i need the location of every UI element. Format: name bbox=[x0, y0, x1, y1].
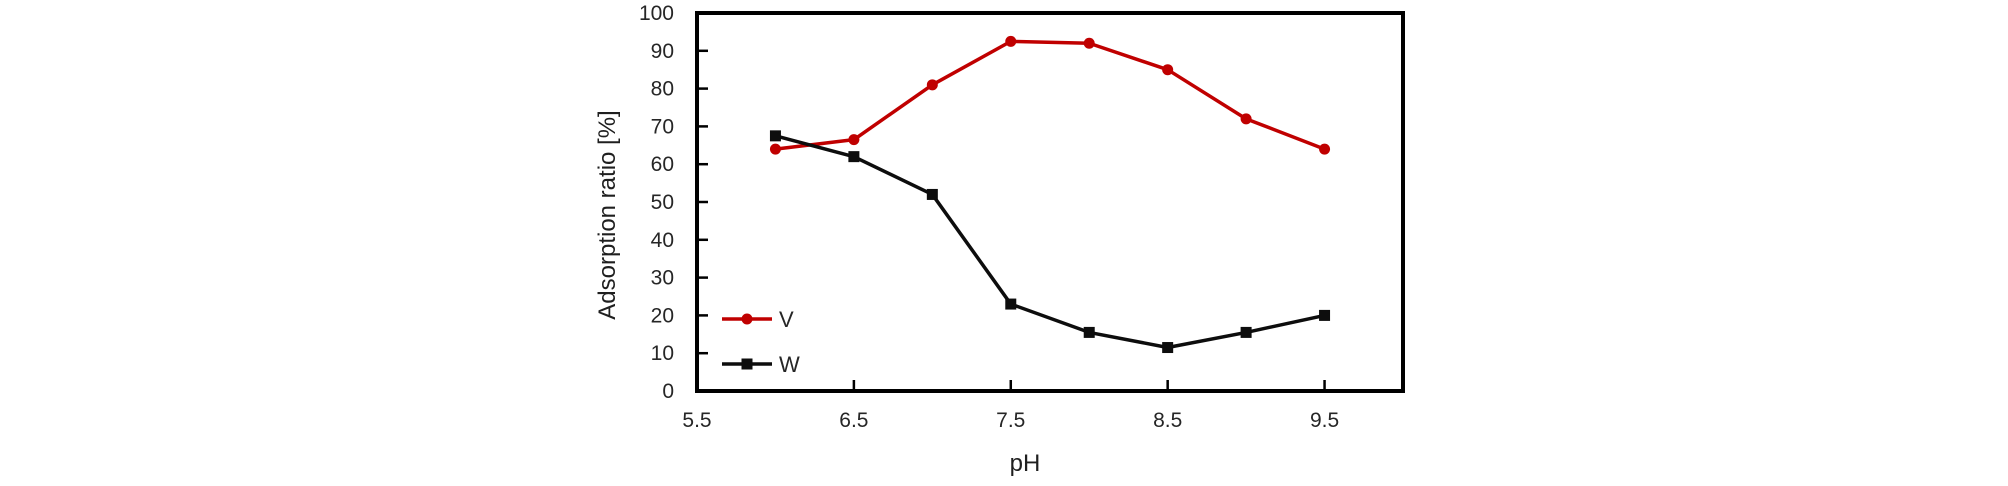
series-V-marker bbox=[848, 134, 860, 146]
series-W-marker bbox=[769, 130, 781, 142]
series-V-marker bbox=[1005, 35, 1017, 47]
series-W-marker bbox=[1162, 342, 1174, 354]
x-tick-label: 9.5 bbox=[1310, 409, 1339, 432]
series-W-line bbox=[773, 134, 1327, 350]
series-W-marker bbox=[1005, 298, 1017, 310]
plot-border bbox=[695, 11, 1405, 393]
y-tick-label: 0 bbox=[662, 380, 674, 403]
y-tick-label: 70 bbox=[651, 115, 674, 138]
y-tick-label: 100 bbox=[639, 2, 674, 25]
y-tick-label: 80 bbox=[651, 78, 674, 101]
x-tick-label: 7.5 bbox=[996, 409, 1025, 432]
y-tick-label: 40 bbox=[651, 229, 674, 252]
series-V-line bbox=[773, 39, 1327, 151]
series-W-marker bbox=[1319, 309, 1331, 321]
x-tick-label: 8.5 bbox=[1153, 409, 1182, 432]
series-V-marker bbox=[1319, 143, 1331, 155]
legend-V-marker bbox=[741, 313, 753, 325]
series-V-marker bbox=[926, 79, 938, 91]
series-W-marker bbox=[848, 151, 860, 163]
series-W-marker bbox=[1240, 326, 1252, 338]
y-tick-label: 50 bbox=[651, 191, 674, 214]
series-V-marker bbox=[1240, 113, 1252, 125]
series-V-marker bbox=[769, 143, 781, 155]
y-tick-label: 10 bbox=[651, 342, 674, 365]
x-tick-label: 5.5 bbox=[682, 409, 711, 432]
x-tick-label: 6.5 bbox=[839, 409, 868, 432]
y-tick-label: 20 bbox=[651, 304, 674, 327]
x-axis-title: pH bbox=[1009, 450, 1041, 477]
series-W-marker bbox=[1083, 326, 1095, 338]
series-W-marker bbox=[926, 188, 938, 200]
y-tick-label: 90 bbox=[651, 40, 674, 63]
legend-W-marker bbox=[741, 358, 753, 370]
y-tick-label: 30 bbox=[651, 267, 674, 290]
series-V-marker bbox=[1162, 64, 1174, 76]
legend-V-label: V bbox=[779, 307, 794, 332]
legend-W-label: W bbox=[779, 352, 800, 377]
y-tick-label: 60 bbox=[651, 153, 674, 176]
series-V-marker bbox=[1083, 37, 1095, 49]
